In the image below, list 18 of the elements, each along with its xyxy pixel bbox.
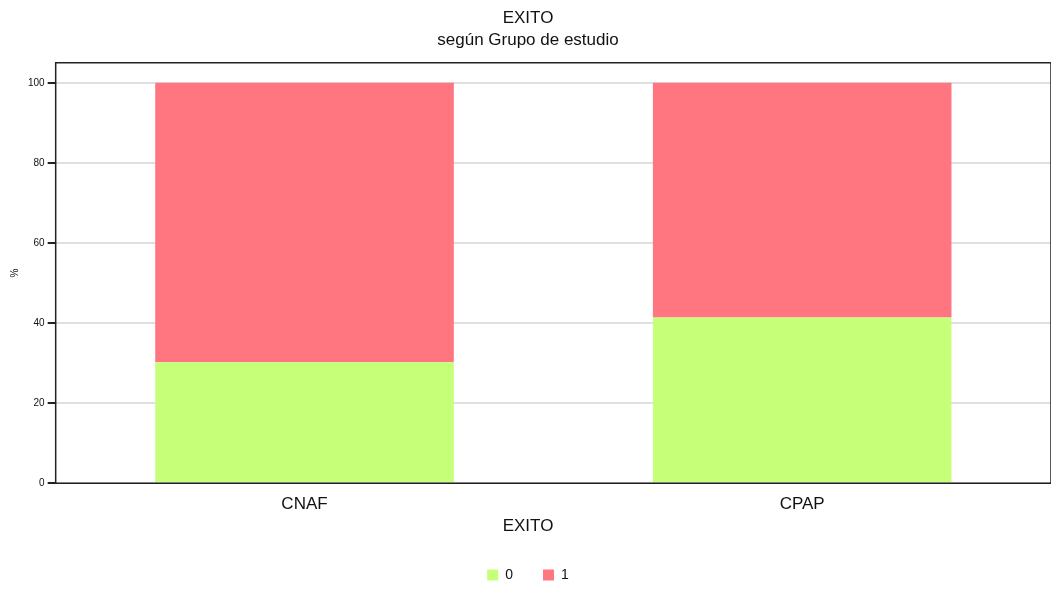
chart-title: EXITO	[502, 7, 554, 27]
bar	[652, 317, 952, 483]
bar	[155, 82, 454, 363]
y-tick-label: 40	[33, 316, 46, 328]
y-tick-label: 0	[39, 476, 46, 488]
legend-title: EXITO	[502, 515, 554, 535]
bar	[652, 82, 952, 318]
y-tick-label: 100	[28, 76, 46, 88]
chart-subtitle: según Grupo de estudio	[437, 30, 619, 50]
x-tick-label: CNAF	[281, 494, 328, 514]
x-tick-label: CPAP	[779, 494, 825, 514]
bar	[155, 362, 454, 483]
y-tick-label: 80	[33, 156, 46, 168]
legend-label: 1	[561, 565, 569, 582]
y-axis-title: %	[8, 268, 20, 278]
y-tick-label: 20	[33, 396, 46, 408]
y-tick-label: 60	[33, 236, 46, 248]
legend-label: 0	[505, 565, 514, 582]
